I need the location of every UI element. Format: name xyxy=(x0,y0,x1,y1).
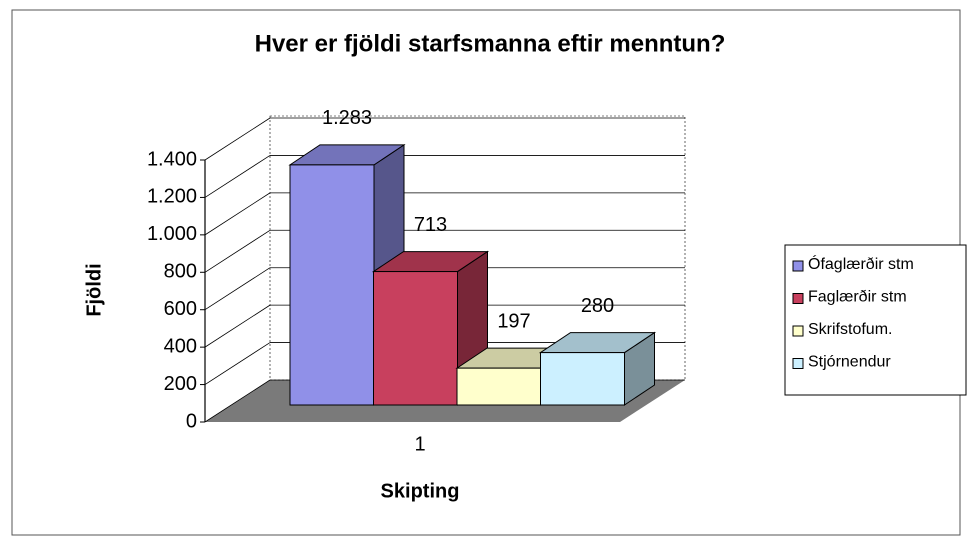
bar xyxy=(373,271,458,406)
y-tick-label: 400 xyxy=(164,335,197,357)
grid-line xyxy=(204,379,271,423)
legend-label: Ófaglærðir stm xyxy=(808,254,914,273)
value-label: 713 xyxy=(414,214,447,236)
grid-line xyxy=(204,342,271,385)
bar xyxy=(456,367,542,406)
legend-swatch xyxy=(792,325,804,337)
legend-label: Skrifstofum. xyxy=(808,321,892,338)
value-label: 280 xyxy=(581,295,614,317)
legend-box xyxy=(784,244,967,396)
legend-label: Stjórnendur xyxy=(808,354,891,371)
y-tick-label: 600 xyxy=(164,298,197,320)
grid-line xyxy=(204,155,271,198)
x-axis-label: Skipting xyxy=(381,480,460,502)
legend-label: Faglærðir stm xyxy=(808,289,907,306)
y-tick-label: 200 xyxy=(164,373,197,395)
value-label: 1.283 xyxy=(322,107,372,129)
legend-swatch xyxy=(792,293,804,304)
bar xyxy=(540,352,625,406)
grid-line xyxy=(204,267,271,311)
legend-swatch xyxy=(792,260,804,272)
legend-swatch xyxy=(792,358,804,369)
x-tick-label: 1 xyxy=(414,433,425,455)
bar xyxy=(289,164,375,406)
y-tick-label: 800 xyxy=(164,261,197,283)
value-label: 197 xyxy=(497,310,530,332)
y-tick-label: 1.000 xyxy=(147,223,197,245)
grid-line xyxy=(204,229,271,273)
y-axis-label: Fjöldi xyxy=(83,263,105,316)
y-tick-label: 1.400 xyxy=(147,148,197,170)
y-tick-label: 0 xyxy=(186,410,197,432)
grid-line xyxy=(204,304,271,348)
y-tick-label: 1.200 xyxy=(147,186,197,208)
back-wall xyxy=(269,115,686,381)
grid-line xyxy=(204,192,271,236)
chart-title: Hver er fjöldi starfsmanna eftir menntun… xyxy=(255,30,726,57)
grid-line xyxy=(204,117,271,161)
